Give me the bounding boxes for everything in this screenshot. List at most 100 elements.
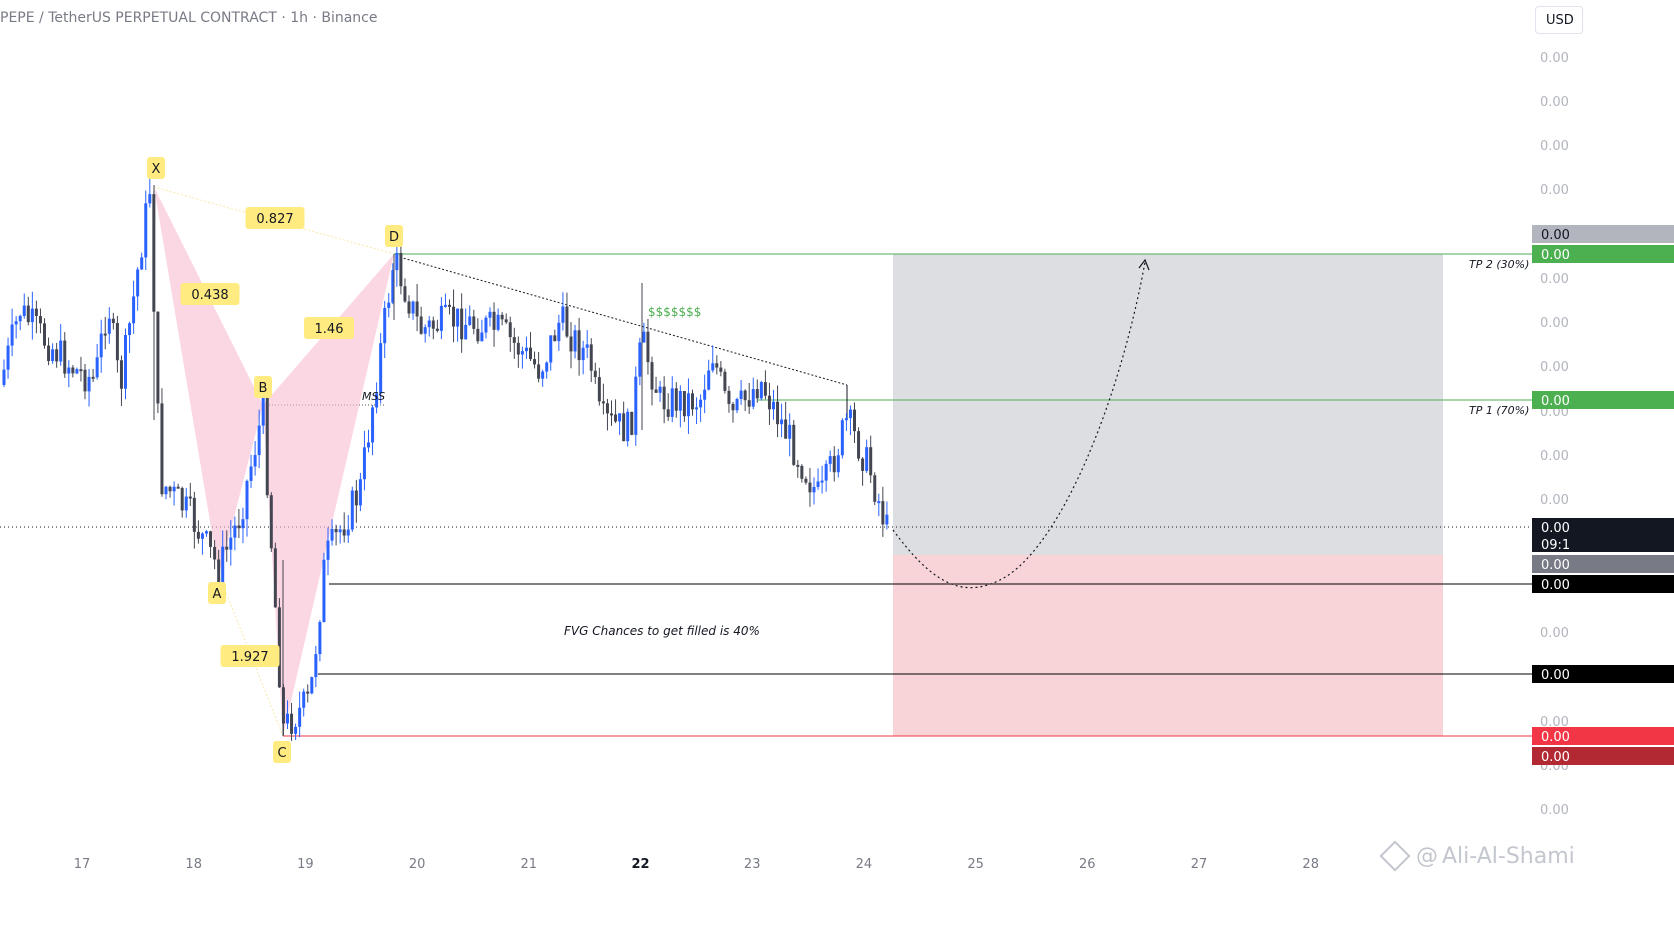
price-tag-bg	[1532, 518, 1674, 552]
candle-body	[654, 389, 658, 393]
candle-body	[326, 540, 330, 560]
candle-body	[237, 525, 241, 529]
candle-body	[452, 306, 456, 327]
candle-body	[670, 388, 674, 417]
ratio-value: 1.46	[315, 322, 344, 337]
candle-body	[472, 316, 476, 329]
price-tag: 0.00	[1532, 391, 1674, 409]
mss-label: MSS	[362, 390, 385, 403]
candle-body	[634, 376, 638, 435]
candle-body	[869, 447, 873, 476]
candle-body	[334, 528, 338, 533]
candle-body	[848, 409, 852, 419]
candle-body	[800, 465, 804, 479]
price-tag-bg	[1532, 665, 1674, 683]
candle-body	[200, 533, 204, 539]
candle-body	[614, 414, 618, 422]
candle-body	[241, 519, 245, 529]
candle-body	[759, 382, 763, 399]
candle-body	[144, 203, 148, 258]
pattern-point-label: D	[389, 230, 399, 245]
time-axis-label: 24	[856, 857, 873, 872]
ratio-label: 1.46	[304, 317, 354, 339]
candle-body	[585, 344, 589, 348]
time-axis-label: 21	[521, 857, 538, 872]
candle-body	[213, 546, 217, 560]
price-axis-label: 0.00	[1540, 183, 1569, 198]
price-axis-label: 0.00	[1540, 626, 1569, 641]
price-axis-label: 0.00	[1540, 316, 1569, 331]
candle-body	[253, 455, 257, 467]
symbol-title[interactable]: PEPE / TetherUS PERPETUAL CONTRACT · 1h …	[0, 10, 378, 26]
candle-body	[330, 528, 334, 541]
price-tag-bg	[1532, 747, 1674, 765]
candle-body	[844, 418, 848, 421]
pattern-point-label: B	[259, 381, 268, 396]
candle-body	[261, 397, 265, 426]
author-name: Ali-Al-Shami	[1442, 844, 1575, 869]
candle-body	[350, 490, 354, 530]
pattern-point-badge	[147, 157, 165, 179]
candle-body	[881, 501, 885, 525]
pattern-point-label: X	[152, 162, 161, 177]
candle-body	[707, 370, 711, 390]
candle-body	[674, 388, 678, 411]
price-tag-bg	[1532, 555, 1674, 573]
candle-body	[371, 407, 375, 443]
candle-body	[435, 328, 439, 331]
price-tag-bg	[1532, 727, 1674, 745]
candle-body	[557, 322, 561, 342]
price-axis-label: 0.00	[1540, 715, 1569, 730]
candle-body	[569, 336, 573, 352]
pattern-point-label: A	[213, 587, 222, 602]
candle-body	[71, 367, 75, 374]
price-tag-value: 0.00	[1541, 521, 1570, 536]
candle-body	[290, 713, 294, 734]
candle-body	[812, 486, 816, 493]
candle-body	[832, 456, 836, 473]
price-axis-label: 0.00	[1540, 803, 1569, 818]
price-axis-label: 0.00	[1540, 493, 1569, 508]
candle-body	[2, 369, 6, 385]
price-tag-value: 0.00	[1541, 228, 1570, 243]
currency-unit-button[interactable]: USD	[1535, 6, 1583, 34]
candle-body	[423, 327, 427, 334]
candle-body	[589, 344, 593, 371]
pattern-point-c: C	[273, 741, 291, 763]
candle-body	[67, 367, 71, 374]
projected-path-arrow-icon	[1138, 258, 1150, 271]
candle-body	[735, 398, 739, 411]
candle-body	[638, 342, 642, 377]
liquidity-label: $$$$$$$	[648, 305, 701, 319]
candle-body	[857, 431, 861, 459]
candle-body	[83, 369, 87, 392]
candle-body	[419, 316, 423, 334]
candle-body	[520, 351, 524, 355]
candle-body	[346, 529, 350, 536]
price-tag-value: 0.00	[1541, 248, 1570, 263]
candle-body	[55, 349, 59, 362]
ratio-badge	[304, 317, 354, 339]
candle-body	[804, 478, 808, 483]
candle-body	[79, 369, 83, 372]
candle-body	[34, 308, 38, 317]
candle-body	[38, 316, 42, 324]
candle-body	[415, 301, 419, 317]
tradingview-logo-icon	[1379, 840, 1411, 872]
candle-body	[59, 340, 63, 362]
candle-body	[225, 546, 229, 550]
pattern-point-x: X	[147, 157, 165, 179]
candle-body	[776, 401, 780, 425]
time-axis-label: 18	[185, 857, 202, 872]
time-axis: 17 18 19 20 21 22 23 24 25 26 27 28	[74, 857, 1319, 872]
candle-body	[176, 486, 180, 489]
candle-body	[180, 488, 184, 511]
pattern-point-b: B	[254, 376, 272, 398]
projected-path-curve	[892, 261, 1146, 589]
candle-body	[407, 301, 411, 314]
candle-body	[885, 514, 889, 525]
candle-body	[820, 480, 824, 483]
candle-body	[14, 321, 18, 325]
time-axis-label: 19	[297, 857, 314, 872]
